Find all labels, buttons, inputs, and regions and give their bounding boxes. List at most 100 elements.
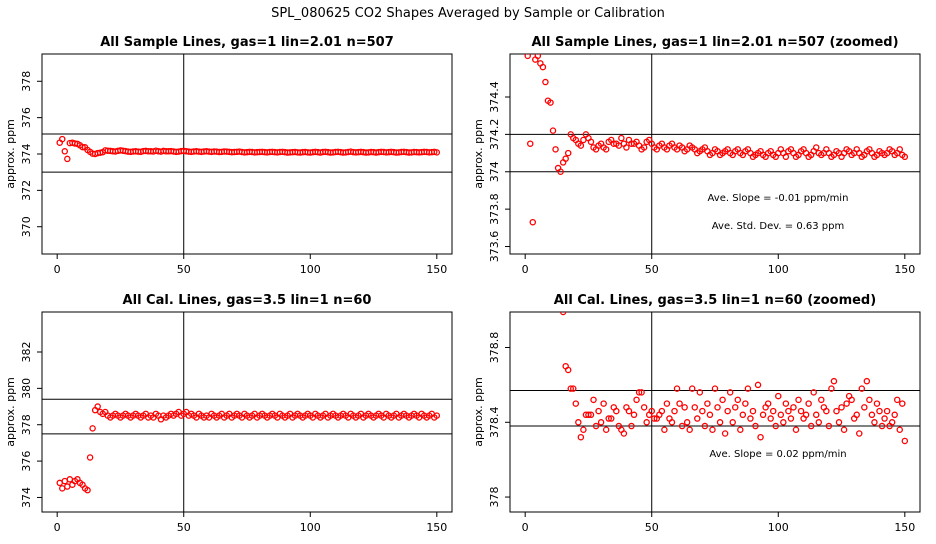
data-point: [812, 144, 820, 151]
data-point: [58, 135, 66, 143]
y-axis-label: approx. ppm: [4, 377, 17, 447]
y-tick-label: 374: [20, 144, 33, 165]
data-point: [529, 218, 537, 226]
data-point: [701, 422, 709, 430]
data-point: [792, 426, 800, 434]
data-point: [896, 146, 904, 153]
data-point: [575, 419, 582, 426]
data-point: [769, 407, 777, 415]
x-tick-label: 0: [54, 263, 61, 276]
x-tick-label: 150: [426, 263, 447, 276]
chart-panel-1: All Sample Lines, gas=1 lin=2.01 n=507 0 5…: [4, 35, 453, 276]
data-point: [549, 127, 557, 134]
x-tick-label: 100: [768, 263, 789, 276]
data-point: [623, 144, 630, 151]
data-point: [580, 426, 587, 434]
data-point: [625, 407, 633, 415]
data-point: [613, 407, 620, 415]
data-point: [772, 422, 779, 430]
data-point: [602, 426, 610, 434]
data-point: [881, 415, 888, 422]
data-point: [84, 486, 91, 494]
y-tick-label: 374: [488, 161, 501, 182]
y-tick-label: 378: [20, 71, 33, 92]
data-point: [671, 407, 678, 415]
y-tick-label: 376: [20, 451, 33, 472]
y-tick-label: 374.4: [488, 81, 501, 113]
data-point: [587, 411, 595, 419]
data-point: [840, 426, 848, 434]
data-point: [759, 411, 767, 419]
data-point: [719, 396, 726, 404]
figure-title: SPL_080625 CO2 Shapes Averaged by Sample…: [271, 6, 665, 21]
data-point: [618, 134, 625, 142]
data-point: [848, 396, 855, 404]
data-point: [651, 415, 658, 422]
x-tick-label: 50: [645, 263, 659, 276]
chart-title: All Cal. Lines, gas=3.5 lin=1 n=60: [123, 293, 372, 308]
y-axis-label: approx. ppm: [4, 119, 17, 189]
data-point: [706, 411, 714, 419]
data-point: [752, 422, 759, 430]
data-point: [605, 415, 612, 422]
data-point: [691, 404, 699, 411]
data-point: [868, 411, 876, 419]
data-point: [79, 143, 86, 151]
data-point: [876, 407, 883, 415]
data-point: [607, 415, 615, 422]
data-point: [64, 155, 71, 163]
x-tick-label: 100: [768, 521, 789, 534]
data-point: [896, 426, 904, 434]
data-point: [678, 422, 686, 430]
data-point: [891, 411, 898, 419]
data-point: [688, 385, 696, 392]
x-tick-label: 0: [522, 521, 529, 534]
data-point: [686, 426, 693, 434]
data-point: [716, 419, 724, 426]
chart-annotation: Ave. Slope = 0.02 ppm/min: [709, 449, 846, 460]
data-point: [893, 396, 901, 404]
data-points: [56, 403, 441, 494]
data-point: [595, 407, 602, 415]
chart-panel-3: All Cal. Lines, gas=3.5 lin=1 n=60 0 50 100…: [4, 293, 453, 534]
y-tick-label: 373.6: [488, 231, 501, 263]
data-points: [56, 135, 441, 163]
data-point: [635, 389, 643, 396]
data-point: [676, 400, 683, 407]
data-point: [764, 400, 772, 407]
data-point: [658, 407, 666, 415]
data-point: [812, 411, 820, 419]
data-point: [89, 425, 96, 432]
y-tick-label: 370: [20, 216, 33, 237]
data-point: [86, 454, 94, 461]
data-point: [777, 411, 785, 419]
data-point: [861, 404, 868, 411]
data-point: [570, 385, 577, 392]
data-point: [714, 404, 721, 411]
data-point: [721, 430, 729, 437]
data-point: [547, 99, 554, 106]
data-point: [562, 155, 569, 162]
data-point: [888, 419, 896, 426]
data-point: [757, 433, 764, 441]
data-point: [818, 396, 825, 404]
data-point: [539, 63, 547, 71]
data-point: [782, 400, 790, 407]
data-point: [711, 385, 719, 392]
data-point: [628, 422, 635, 430]
data-point: [640, 144, 648, 151]
data-point: [640, 404, 648, 411]
chart-annotation: Ave. Slope = -0.01 ppm/min: [708, 193, 849, 204]
data-point: [775, 392, 782, 400]
data-point: [856, 430, 863, 437]
data-point: [534, 54, 542, 60]
y-tick-label: 374: [20, 487, 33, 508]
data-point: [526, 140, 534, 147]
data-point: [683, 419, 691, 426]
data-point: [524, 54, 531, 60]
x-tick-label: 150: [894, 263, 915, 276]
y-tick-label: 378.8: [488, 332, 501, 364]
data-points: [559, 312, 909, 445]
data-point: [883, 407, 891, 415]
